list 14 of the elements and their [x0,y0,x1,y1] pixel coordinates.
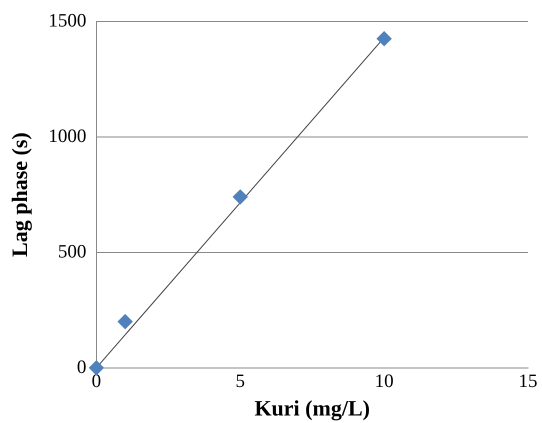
point [376,31,392,46]
point [88,360,104,376]
y-tick-label: 0 [76,356,86,378]
x-tick-label: 10 [374,371,394,392]
point [118,314,133,330]
y-tick-label: 1000 [48,126,86,147]
y-tick-label: 1500 [48,10,86,32]
point [232,189,248,204]
x-tick-label: 15 [518,371,538,392]
y-tick-label: 500 [58,241,86,262]
y-axis-title: Lag phase (s) [6,132,32,257]
x-tick-label: 0 [92,371,102,392]
x-tick-label: 5 [236,371,246,392]
x-axis-title: Kuri (mg/L) [254,395,370,420]
